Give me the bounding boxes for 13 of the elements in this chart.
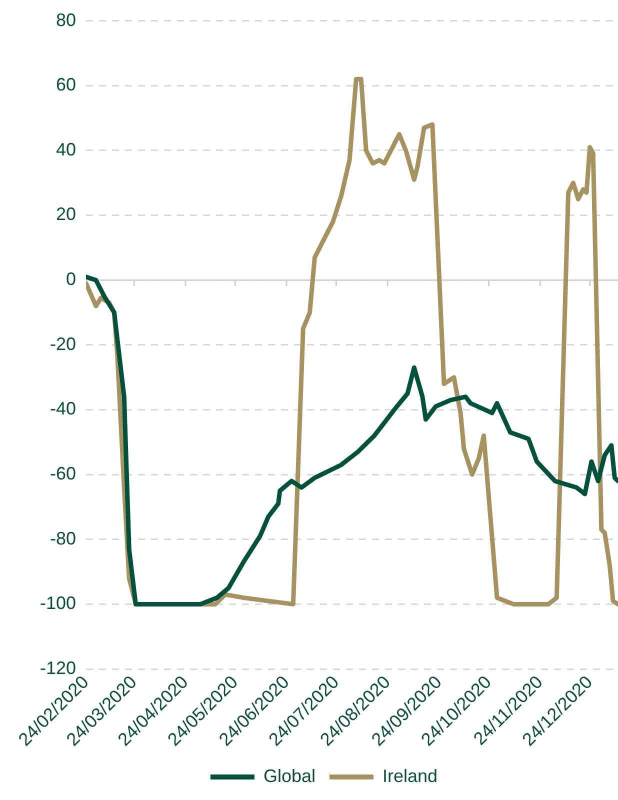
y-tick-label: -100 — [40, 593, 76, 614]
y-tick-label: 80 — [56, 10, 76, 30]
y-tick-label: 0 — [66, 269, 76, 290]
y-tick-label: -120 — [40, 658, 76, 678]
y-tick-label: 60 — [56, 74, 76, 95]
y-tick-label: 40 — [56, 139, 76, 160]
y-tick-label: -60 — [50, 464, 76, 484]
legend-label: Ireland — [382, 766, 438, 786]
y-tick-label: -80 — [50, 528, 76, 548]
y-tick-label: -20 — [50, 334, 76, 354]
y-tick-label: -40 — [50, 398, 76, 419]
y-tick-label: 20 — [56, 204, 76, 224]
legend-label: Global — [263, 766, 316, 786]
